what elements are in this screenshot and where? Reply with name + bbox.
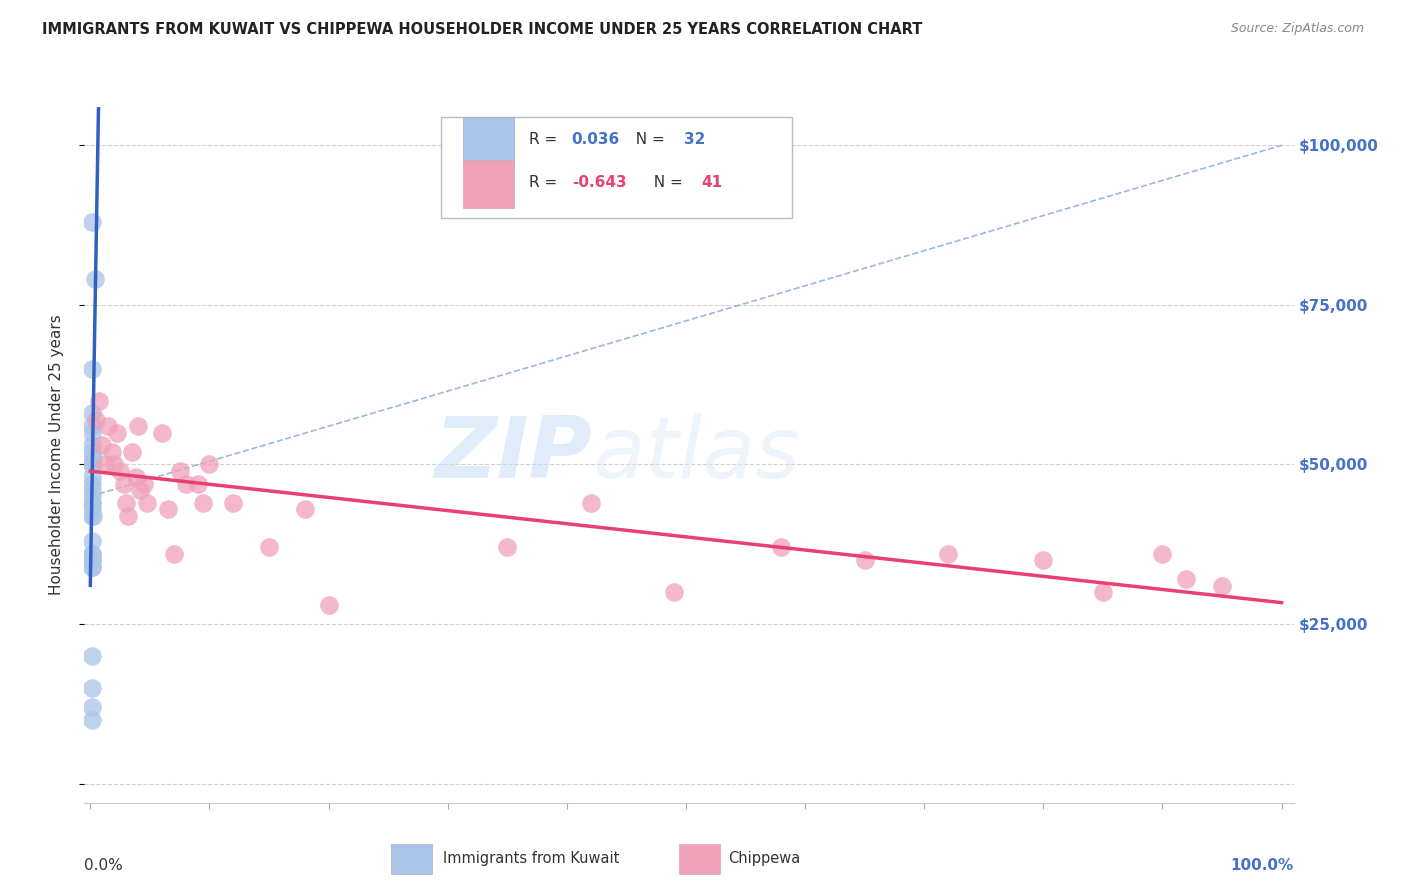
Point xyxy=(117,508,139,523)
FancyBboxPatch shape xyxy=(463,161,513,209)
Point xyxy=(80,361,103,376)
Point xyxy=(82,451,104,466)
Point xyxy=(193,496,215,510)
Point xyxy=(936,547,959,561)
Point xyxy=(132,476,155,491)
Point xyxy=(84,413,107,427)
Point xyxy=(80,559,103,574)
Point xyxy=(1032,553,1054,567)
Point xyxy=(80,681,103,695)
Point xyxy=(80,458,103,472)
Point xyxy=(662,585,685,599)
Text: Source: ZipAtlas.com: Source: ZipAtlas.com xyxy=(1230,22,1364,36)
FancyBboxPatch shape xyxy=(441,118,792,219)
Point xyxy=(108,464,131,478)
Point xyxy=(80,553,103,567)
Point xyxy=(87,393,110,408)
Point xyxy=(174,476,197,491)
Point xyxy=(156,502,179,516)
Text: 100.0%: 100.0% xyxy=(1230,858,1294,873)
Point xyxy=(82,508,104,523)
Point xyxy=(80,534,103,549)
Point xyxy=(80,547,103,561)
Point xyxy=(579,496,602,510)
Point xyxy=(115,496,138,510)
Text: 0.036: 0.036 xyxy=(572,132,620,147)
Point xyxy=(496,541,519,555)
Text: 41: 41 xyxy=(702,175,723,190)
Point xyxy=(80,648,103,663)
Point xyxy=(169,464,191,478)
Point xyxy=(1211,579,1233,593)
Text: N =: N = xyxy=(644,175,688,190)
Text: ZIP: ZIP xyxy=(434,413,592,497)
Point xyxy=(80,496,103,510)
Point xyxy=(129,483,152,497)
Point xyxy=(80,458,103,472)
Point xyxy=(80,483,103,497)
Point xyxy=(80,713,103,727)
Point xyxy=(80,215,103,229)
Text: -0.643: -0.643 xyxy=(572,175,626,190)
Point xyxy=(127,419,149,434)
Point xyxy=(257,541,280,555)
Text: 32: 32 xyxy=(685,132,706,147)
Point xyxy=(80,553,103,567)
Point xyxy=(853,553,876,567)
Point xyxy=(121,444,143,458)
Point xyxy=(84,272,107,286)
Point xyxy=(100,444,122,458)
Point xyxy=(1152,547,1174,561)
Point xyxy=(80,496,103,510)
Point xyxy=(198,458,221,472)
Point xyxy=(80,508,103,523)
Point xyxy=(1175,573,1198,587)
Text: N =: N = xyxy=(626,132,669,147)
Point xyxy=(1091,585,1114,599)
Point xyxy=(80,502,103,516)
Point xyxy=(150,425,173,440)
Text: Immigrants from Kuwait: Immigrants from Kuwait xyxy=(443,851,619,865)
Text: atlas: atlas xyxy=(592,413,800,497)
Text: 0.0%: 0.0% xyxy=(84,858,124,873)
Point xyxy=(770,541,793,555)
Point xyxy=(80,444,103,458)
Text: Chippewa: Chippewa xyxy=(728,851,800,865)
Point xyxy=(112,476,135,491)
Point xyxy=(80,438,103,452)
Point xyxy=(80,425,103,440)
Point xyxy=(80,476,103,491)
Point xyxy=(124,470,146,484)
Point xyxy=(93,458,115,472)
Point xyxy=(97,419,120,434)
Point xyxy=(80,553,103,567)
Point xyxy=(318,598,340,612)
Point xyxy=(186,476,208,491)
Point xyxy=(80,559,103,574)
Point xyxy=(222,496,245,510)
Point xyxy=(80,470,103,484)
Text: R =: R = xyxy=(529,132,562,147)
Point xyxy=(80,490,103,504)
Text: R =: R = xyxy=(529,175,562,190)
Point xyxy=(136,496,159,510)
Point xyxy=(80,406,103,420)
Point xyxy=(105,425,128,440)
Text: IMMIGRANTS FROM KUWAIT VS CHIPPEWA HOUSEHOLDER INCOME UNDER 25 YEARS CORRELATION: IMMIGRANTS FROM KUWAIT VS CHIPPEWA HOUSE… xyxy=(42,22,922,37)
Point xyxy=(103,458,125,472)
Point xyxy=(163,547,186,561)
Point xyxy=(294,502,316,516)
Y-axis label: Householder Income Under 25 years: Householder Income Under 25 years xyxy=(49,315,63,595)
Point xyxy=(91,438,114,452)
FancyBboxPatch shape xyxy=(463,117,513,165)
Point xyxy=(80,700,103,714)
Point xyxy=(80,547,103,561)
Point xyxy=(80,419,103,434)
